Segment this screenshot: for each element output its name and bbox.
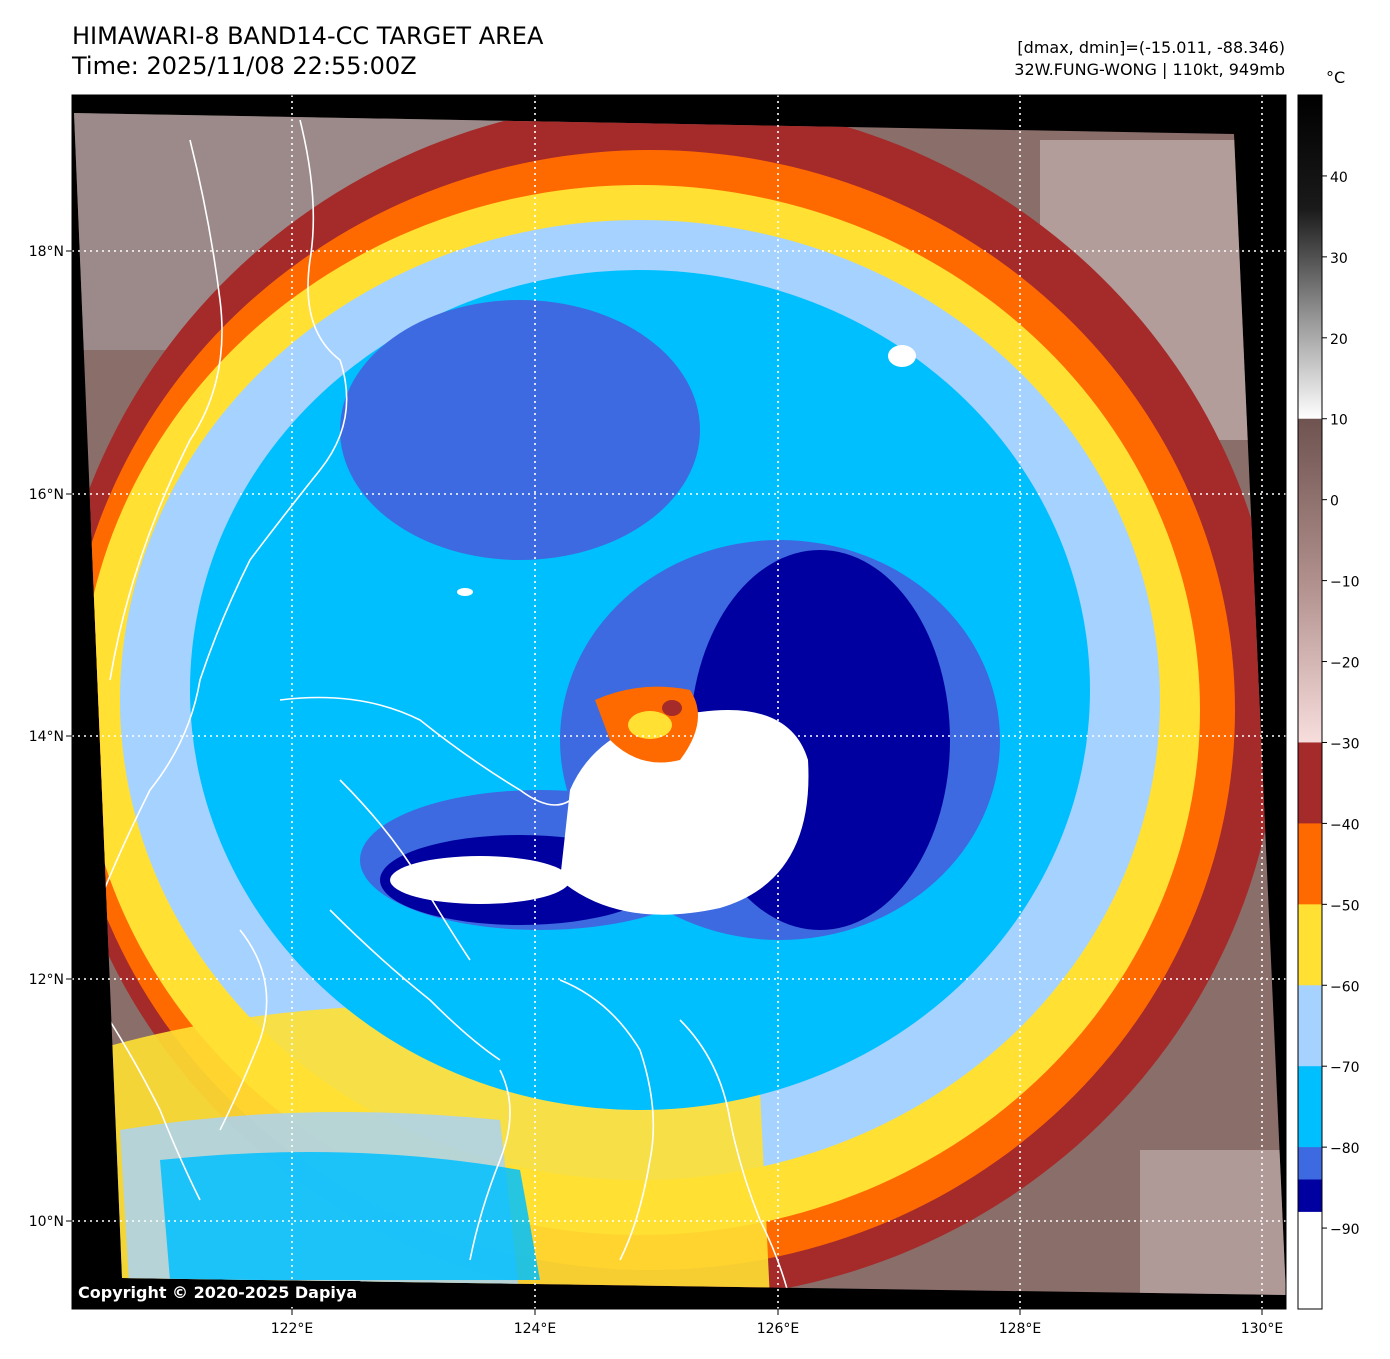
colorbar-tick-label: −80: [1330, 1141, 1360, 1157]
colorbar-tick-label: −20: [1330, 656, 1360, 672]
colorbar: [1298, 95, 1322, 1310]
colorbar-segment: [1298, 1147, 1322, 1181]
colorbar-segment: [1298, 985, 1322, 1067]
colorbar-segment: [1298, 1066, 1322, 1148]
colorbar-tick-label: −10: [1330, 575, 1360, 591]
gridlines: [72, 95, 1286, 1309]
colorbar-segment: [1298, 95, 1322, 420]
colorbar-tick-label: −40: [1330, 817, 1360, 833]
lat-tick-label: 12°N: [29, 972, 64, 988]
colorbar-tick-label: −70: [1330, 1060, 1360, 1076]
temperature-band-royal-blue-north: [340, 300, 700, 560]
lat-tick-label: 14°N: [29, 729, 64, 745]
colorbar-tick-label: 20: [1330, 332, 1348, 348]
lon-tick-label: 122°E: [271, 1321, 314, 1337]
colorbar-tick-label: 0: [1330, 494, 1339, 510]
colorbar-segment: [1298, 418, 1322, 743]
cold-overshooting-tops: [560, 710, 809, 915]
colorbar-segment: [1298, 1179, 1322, 1213]
map-frame: [71, 94, 1287, 1310]
colorbar-unit: °C: [1326, 68, 1346, 87]
temperature-range-stats: [dmax, dmin]=(-15.011, -88.346): [1017, 38, 1285, 57]
lat-tick-label: 10°N: [29, 1214, 64, 1230]
coastlines: [89, 119, 791, 1295]
colorbar-tick-label: 10: [1330, 413, 1348, 429]
colorbar-segment: [1298, 904, 1322, 986]
colorbar-tick-label: −30: [1330, 736, 1360, 752]
lon-tick-label: 128°E: [999, 1321, 1042, 1337]
colorbar-tick-label: 40: [1330, 170, 1348, 186]
colorbar-ticks: 40 30 20 10 0 −10 −20 −30 −40 −50 −60 −70 −80 −90: [1322, 170, 1360, 1238]
storm-info: 32W.FUNG-WONG | 110kt, 949mb: [1014, 60, 1285, 79]
chart-title: HIMAWARI-8 BAND14-CC TARGET AREA: [72, 22, 544, 50]
colorbar-segment: [1298, 1211, 1322, 1310]
colorbar-segment: [1298, 823, 1322, 905]
observation-time: Time: 2025/11/08 22:55:00Z: [72, 52, 417, 80]
lat-tick-label: 18°N: [29, 244, 64, 260]
colorbar-tick-label: −50: [1330, 898, 1360, 914]
colorbar-tick-label: 30: [1330, 251, 1348, 267]
copyright-notice: Copyright © 2020-2025 Dapiya: [74, 1281, 364, 1304]
lon-tick-label: 124°E: [514, 1321, 557, 1337]
lon-tick-label: 130°E: [1241, 1321, 1284, 1337]
colorbar-tick-label: −60: [1330, 979, 1360, 995]
colorbar-segment: [1298, 742, 1322, 824]
lat-tick-label: 16°N: [29, 487, 64, 503]
colorbar-tick-label: −90: [1330, 1222, 1360, 1238]
cloud-top-temperature-imagery: [74, 113, 1286, 1295]
lon-tick-label: 126°E: [757, 1321, 800, 1337]
colorbar-frame: [1297, 94, 1323, 1310]
